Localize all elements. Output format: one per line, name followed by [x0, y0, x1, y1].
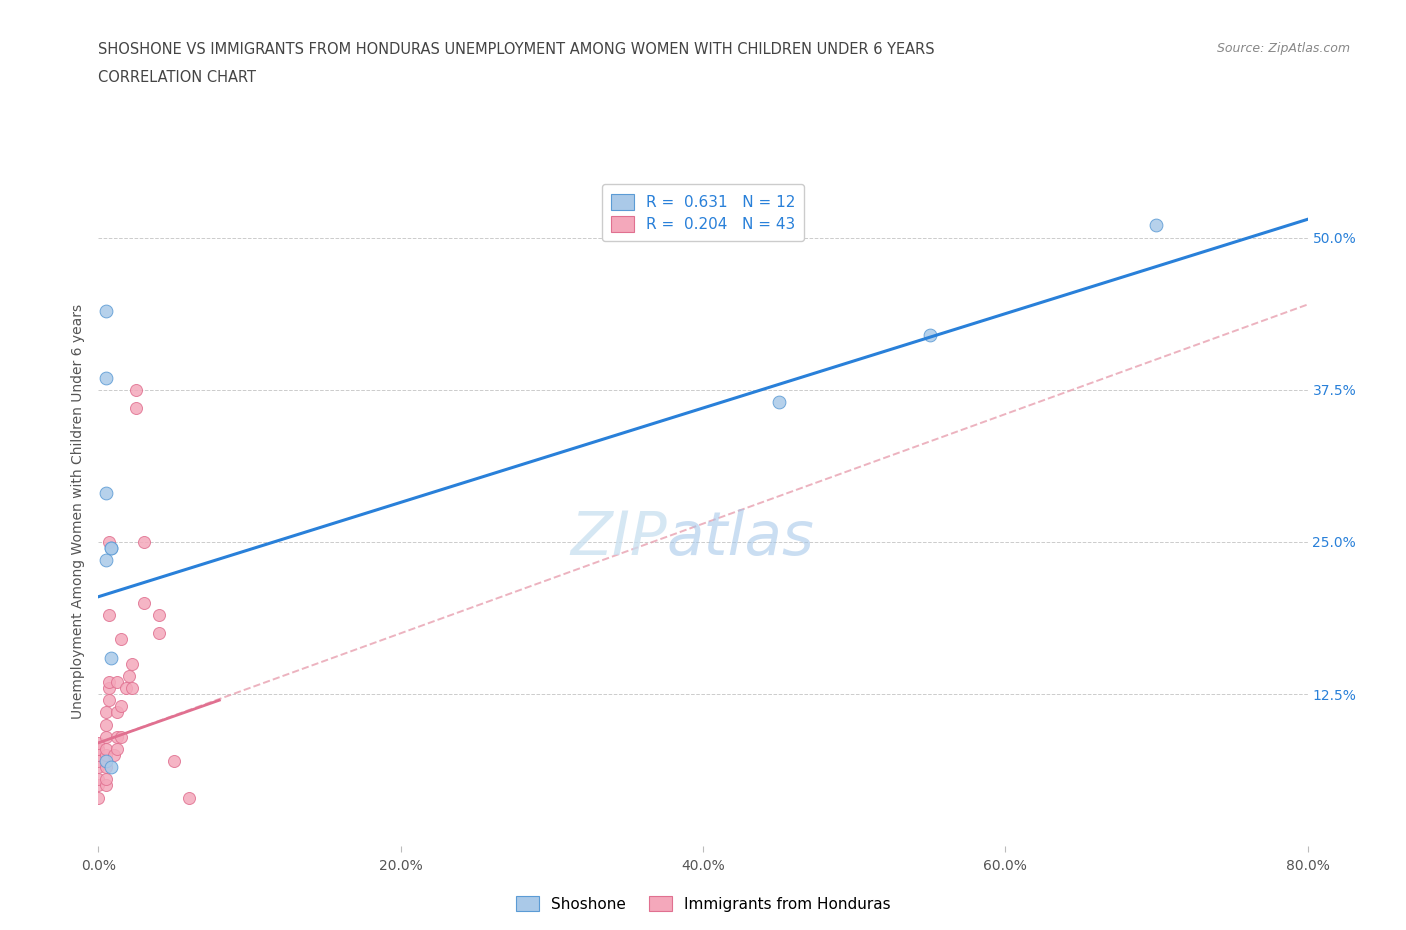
Text: CORRELATION CHART: CORRELATION CHART — [98, 70, 256, 85]
Point — [105, 674, 128, 689]
Point — [87, 778, 110, 793]
Point — [94, 753, 117, 768]
Point — [132, 595, 155, 610]
Point — [918, 327, 941, 342]
Point — [87, 741, 110, 756]
Point — [148, 607, 170, 622]
Point — [132, 535, 155, 550]
Point — [94, 552, 117, 567]
Point — [98, 681, 121, 696]
Point — [94, 370, 117, 385]
Point — [1144, 218, 1167, 232]
Point — [94, 741, 117, 756]
Text: atlas: atlas — [666, 509, 814, 568]
Point — [94, 485, 117, 500]
Point — [105, 705, 128, 720]
Point — [98, 607, 121, 622]
Point — [125, 401, 148, 416]
Point — [87, 790, 110, 805]
Text: ZIP: ZIP — [569, 509, 666, 568]
Point — [179, 790, 201, 805]
Point — [94, 748, 117, 763]
Y-axis label: Unemployment Among Women with Children Under 6 years: Unemployment Among Women with Children U… — [72, 304, 86, 719]
Point — [87, 748, 110, 763]
Point — [94, 303, 117, 318]
Legend: R =  0.631   N = 12, R =  0.204   N = 43: R = 0.631 N = 12, R = 0.204 N = 43 — [602, 184, 804, 241]
Text: Source: ZipAtlas.com: Source: ZipAtlas.com — [1216, 42, 1350, 55]
Point — [100, 540, 122, 555]
Point — [105, 729, 128, 744]
Point — [94, 717, 117, 732]
Point — [94, 753, 117, 768]
Point — [148, 626, 170, 641]
Point — [100, 760, 122, 775]
Point — [94, 772, 117, 787]
Point — [110, 631, 132, 646]
Point — [100, 540, 122, 555]
Point — [163, 753, 186, 768]
Point — [94, 778, 117, 793]
Point — [98, 693, 121, 708]
Point — [87, 772, 110, 787]
Point — [110, 729, 132, 744]
Point — [114, 681, 136, 696]
Point — [87, 753, 110, 768]
Point — [98, 674, 121, 689]
Point — [768, 394, 790, 409]
Point — [105, 741, 128, 756]
Point — [87, 741, 110, 756]
Point — [121, 681, 143, 696]
Point — [125, 382, 148, 397]
Point — [100, 650, 122, 665]
Point — [121, 657, 143, 671]
Point — [103, 748, 125, 763]
Point — [98, 535, 121, 550]
Text: SHOSHONE VS IMMIGRANTS FROM HONDURAS UNEMPLOYMENT AMONG WOMEN WITH CHILDREN UNDE: SHOSHONE VS IMMIGRANTS FROM HONDURAS UNE… — [98, 42, 935, 57]
Point — [118, 669, 141, 684]
Point — [94, 729, 117, 744]
Point — [94, 705, 117, 720]
Point — [94, 760, 117, 775]
Legend: Shoshone, Immigrants from Honduras: Shoshone, Immigrants from Honduras — [509, 889, 897, 918]
Point — [87, 736, 110, 751]
Point — [110, 698, 132, 713]
Point — [87, 760, 110, 775]
